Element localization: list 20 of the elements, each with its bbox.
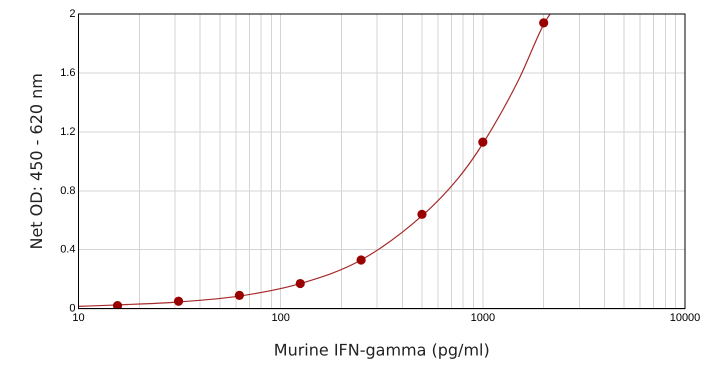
y-tick-label: 1.2 <box>60 126 76 138</box>
y-tick-label: 0 <box>69 302 76 315</box>
point <box>356 255 366 265</box>
y-tick-label: 1.6 <box>60 66 76 79</box>
x-axis-title: Murine IFN-gamma (pg/ml) <box>274 340 490 360</box>
x-tick-label: 100 <box>271 312 290 324</box>
point <box>296 278 305 288</box>
y-tick-label: 2 <box>69 8 76 20</box>
point <box>174 296 184 306</box>
point <box>539 18 548 28</box>
point <box>112 301 122 309</box>
point <box>234 290 244 300</box>
point <box>478 138 488 147</box>
x-tick-label: 10 <box>72 312 85 324</box>
x-tick-label: 1000 <box>470 312 496 324</box>
y-axis-title: Net OD: 450 - 620 nm <box>26 73 46 250</box>
y-tick-label: 0.8 <box>60 184 76 197</box>
y-tick-label: 0.4 <box>60 244 76 256</box>
x-tick-label: 10000 <box>670 312 700 324</box>
point <box>417 210 427 219</box>
